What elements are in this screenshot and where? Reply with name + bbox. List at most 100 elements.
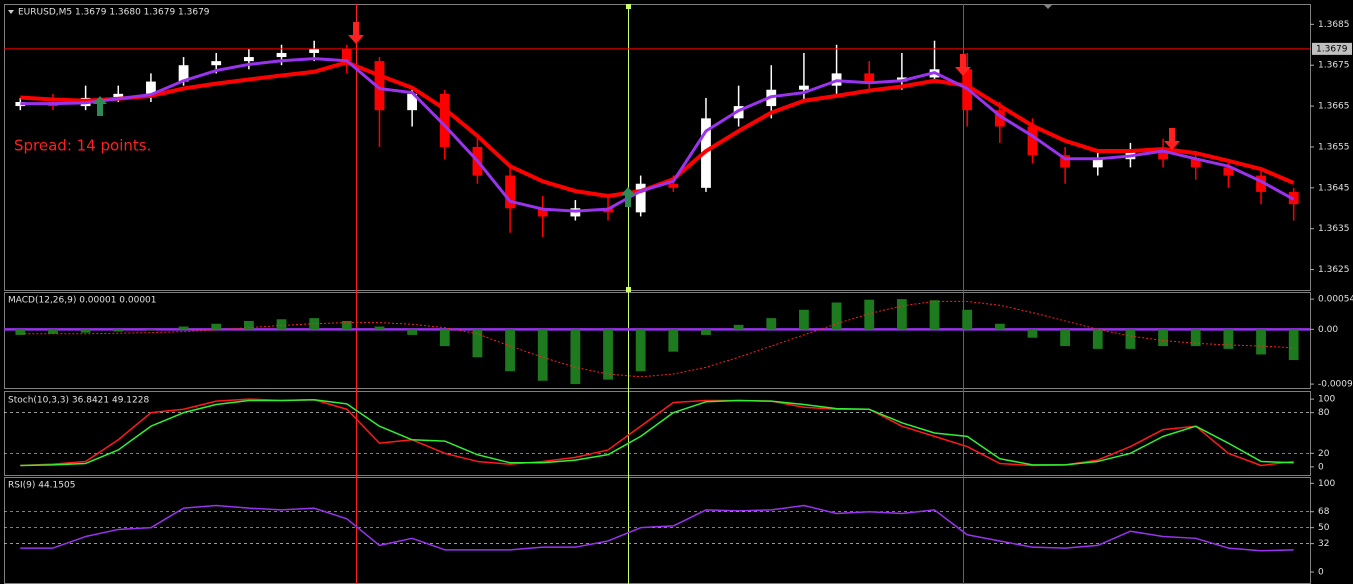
macd-bar <box>929 300 940 330</box>
y-tick-label: 1.3635 <box>1318 224 1350 234</box>
macd-bar <box>733 324 744 330</box>
macd-bar <box>864 299 875 330</box>
candle-body <box>1190 159 1201 168</box>
candle-body <box>113 93 124 98</box>
macd-bar <box>766 318 777 330</box>
macd-frame <box>4 292 1311 389</box>
macd-bar <box>1288 329 1299 361</box>
y-tick-label: 0 <box>1318 462 1324 472</box>
y-tick-label: 1.3675 <box>1318 61 1350 71</box>
price-frame <box>4 4 1311 291</box>
candle-body <box>1223 167 1234 176</box>
buy-arrow <box>93 96 107 116</box>
macd-bar <box>309 318 320 330</box>
candle-body <box>1027 126 1038 156</box>
buy-arrow <box>621 187 635 207</box>
y-tick-label: 0.00 <box>1318 325 1338 335</box>
macd-bar <box>1060 329 1071 347</box>
macd-bar <box>1256 329 1266 355</box>
candle-body <box>537 208 548 217</box>
candle-body <box>374 61 385 111</box>
y-tick-label: 1.3645 <box>1318 183 1350 193</box>
candle-body <box>211 61 222 66</box>
macd-bar <box>1190 329 1201 347</box>
y-tick-label: 80 <box>1318 408 1330 418</box>
line-handle[interactable] <box>626 4 631 9</box>
stoch-title: Stoch(10,3,3) 36.8421 49.1228 <box>8 396 149 406</box>
symbol-menu-icon[interactable] <box>8 10 14 14</box>
macd-bar <box>799 309 809 330</box>
macd-bar <box>211 323 222 330</box>
spread-label: Spread: 14 points. <box>14 137 151 155</box>
candle-body <box>635 183 646 213</box>
indicator-line <box>20 57 1295 213</box>
macd-bar <box>243 320 254 330</box>
macd-bar <box>276 319 287 330</box>
rsi-title: RSI(9) 44.1505 <box>8 481 75 491</box>
sell-arrow <box>348 22 364 44</box>
macd-bar <box>994 323 1005 330</box>
candle-body <box>146 81 156 94</box>
indicator-line <box>20 504 1294 552</box>
y-tick-label: 1.3655 <box>1318 142 1350 152</box>
candle-body <box>276 52 287 58</box>
line-handle[interactable] <box>626 287 631 292</box>
candle-body <box>864 73 875 82</box>
macd-bar <box>896 299 907 330</box>
macd-bar <box>1158 329 1168 347</box>
macd-bar <box>1223 329 1234 349</box>
candle-body <box>407 93 418 111</box>
stoch-frame <box>4 391 1311 476</box>
y-tick-label: 20 <box>1318 449 1330 459</box>
y-tick-label: 0.00054 <box>1318 295 1353 305</box>
signal-arrows <box>93 22 1180 207</box>
y-tick-label: 1.3625 <box>1318 265 1350 275</box>
candle-body <box>341 48 352 62</box>
indicator-line <box>20 300 1294 378</box>
macd-bar <box>178 326 189 330</box>
candle-body <box>439 93 450 147</box>
macd-bar <box>48 329 58 334</box>
macd-bar <box>439 329 450 347</box>
y-tick-label: 32 <box>1318 539 1329 549</box>
candle-body <box>668 183 679 188</box>
macd-bar <box>374 326 385 330</box>
macd-bar <box>341 320 352 330</box>
y-tick-label: 100 <box>1318 395 1335 405</box>
candle-body <box>309 48 320 53</box>
macd-bar <box>668 329 679 352</box>
macd-bar <box>603 329 613 380</box>
macd-bar <box>146 329 156 331</box>
price-panel-title: EURUSD,M5 1.3679 1.3680 1.3679 1.3679 <box>18 8 210 18</box>
macd-bar <box>570 329 581 385</box>
macd-bar <box>1125 329 1136 349</box>
candle-body <box>1060 155 1071 168</box>
macd-bar <box>635 329 646 372</box>
macd-bar <box>962 309 973 330</box>
macd-bar <box>472 329 483 358</box>
macd-bar <box>537 329 548 381</box>
sell-arrow <box>1164 128 1180 150</box>
macd-bar <box>505 329 515 372</box>
y-tick-label: 68 <box>1318 507 1330 517</box>
candle-body <box>1256 175 1266 192</box>
candle-body <box>1092 159 1103 168</box>
y-tick-label: 50 <box>1318 523 1330 533</box>
y-tick-label: -0.00098 <box>1318 380 1353 390</box>
y-tick-label: 100 <box>1318 479 1335 489</box>
y-tick-label: 1.3665 <box>1318 102 1350 112</box>
candle-body <box>1158 151 1168 160</box>
macd-title: MACD(12,26,9) 0.00001 0.00001 <box>8 296 157 306</box>
last-price-tag <box>1312 42 1352 55</box>
macd-bar <box>113 329 124 332</box>
shift-marker <box>1043 4 1053 9</box>
sell-arrow <box>955 54 971 76</box>
macd-bar <box>1027 329 1038 338</box>
candle-body <box>505 175 515 209</box>
macd-bar <box>701 329 711 335</box>
candle-body <box>178 65 189 82</box>
macd-bar <box>80 329 91 333</box>
indicator-line <box>20 399 1294 467</box>
